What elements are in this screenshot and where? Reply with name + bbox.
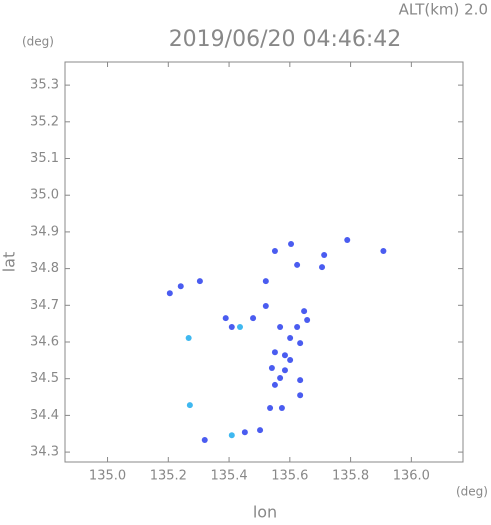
echo-point: [321, 252, 328, 259]
echo-point: [271, 381, 278, 388]
y-unit: (deg): [22, 35, 54, 49]
x-tick-label: 135.4: [210, 469, 247, 484]
echo-point: [271, 349, 278, 356]
echo-point: [267, 405, 274, 412]
echo-point: [304, 316, 311, 323]
echo-point: [344, 236, 351, 243]
echo-point: [268, 365, 275, 372]
echo-point: [271, 247, 278, 254]
echo-point: [257, 427, 264, 434]
y-tick-label: 35.3: [30, 78, 59, 93]
echo-point: [301, 308, 308, 315]
plot-frame: [64, 61, 464, 463]
echo-point: [228, 323, 235, 330]
echo-point: [250, 315, 257, 322]
echo-point: [294, 261, 301, 268]
echo-point: [294, 323, 301, 330]
echo-point: [277, 323, 284, 330]
x-axis-label: lon: [253, 503, 277, 522]
echo-point: [241, 429, 248, 436]
y-tick-label: 34.5: [30, 371, 59, 386]
echo-point: [185, 334, 192, 341]
echo-point: [177, 283, 184, 290]
echo-point: [380, 247, 387, 254]
y-tick-label: 34.8: [30, 261, 59, 276]
echo-point: [166, 290, 173, 297]
echo-point: [297, 340, 304, 347]
echo-point: [262, 278, 269, 285]
echo-point: [196, 278, 203, 285]
x-tick-label: 136.0: [393, 469, 430, 484]
altitude: ALT(km) 2.0: [399, 1, 488, 19]
echo-point: [228, 432, 235, 439]
echo-point: [222, 315, 229, 322]
echo-point: [297, 392, 304, 399]
y-tick-label: 34.7: [30, 298, 59, 313]
echo-point: [201, 436, 208, 443]
y-tick-label: 35.2: [30, 114, 59, 129]
echo-point: [236, 323, 243, 330]
echo-point: [287, 356, 294, 363]
chart-title: 2019/06/20 04:46:42: [169, 27, 402, 52]
y-tick-label: 34.3: [30, 445, 59, 460]
echo-point: [186, 402, 193, 409]
echo-point: [287, 334, 294, 341]
y-axis-label: lat: [0, 252, 19, 273]
x-tick-label: 135.2: [150, 469, 187, 484]
y-tick-label: 34.9: [30, 224, 59, 239]
echo-point: [277, 374, 284, 381]
echo-point: [319, 264, 326, 271]
x-tick-label: 135.0: [89, 469, 126, 484]
echo-point: [262, 303, 269, 310]
y-tick-label: 35.0: [30, 188, 59, 203]
echo-point: [288, 241, 295, 248]
y-tick-label: 34.6: [30, 335, 59, 350]
y-tick-label: 34.4: [30, 408, 59, 423]
x-tick-label: 135.6: [271, 469, 308, 484]
x-tick-label: 135.8: [332, 469, 369, 484]
echo-point: [278, 405, 285, 412]
echo-point: [281, 367, 288, 374]
x-unit: (deg): [456, 485, 488, 499]
echo-point: [297, 377, 304, 384]
echo-point: [281, 352, 288, 359]
y-tick-label: 35.1: [30, 151, 59, 166]
